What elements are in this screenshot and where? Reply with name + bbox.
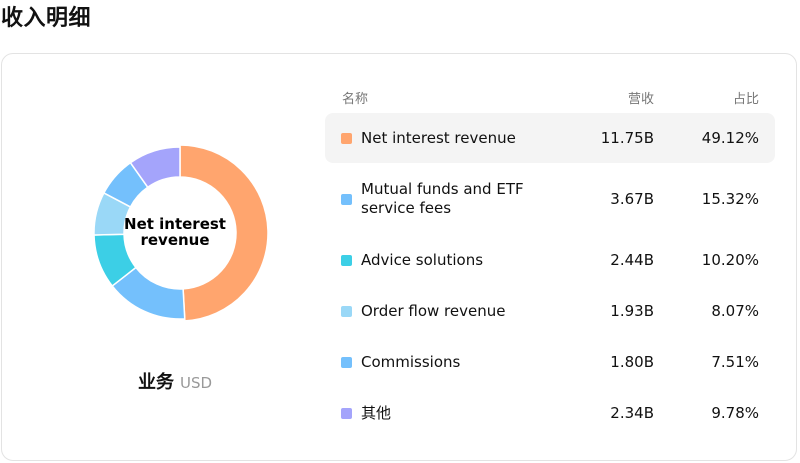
row-name: Order flow revenue	[361, 301, 506, 320]
header-share: 占比	[732, 92, 759, 107]
row-share: 8.07%	[711, 302, 759, 320]
caption-title: 业务	[137, 372, 174, 393]
row-name: Net interest revenue	[361, 128, 516, 147]
row-revenue: 2.34B	[610, 404, 654, 422]
row-revenue: 2.44B	[610, 251, 654, 269]
row-share: 49.12%	[701, 129, 759, 147]
table-row[interactable]: Advice solutions 2.44B 10.20%	[325, 235, 775, 285]
header-name: 名称	[342, 92, 369, 107]
row-share: 10.20%	[701, 251, 759, 269]
legend-swatch	[341, 194, 352, 205]
row-name: 其他	[361, 403, 392, 422]
table-row[interactable]: Commissions 1.80B 7.51%	[325, 337, 775, 387]
row-name: Commissions	[361, 352, 461, 371]
donut-slice-5[interactable]	[129, 146, 181, 189]
row-revenue: 11.75B	[600, 129, 654, 147]
row-share: 7.51%	[711, 353, 759, 371]
page-title: 收入明细	[1, 6, 92, 31]
row-name: Advice solutions	[361, 250, 484, 269]
legend-swatch	[341, 306, 352, 317]
donut-center-label: Net interest revenue	[124, 215, 226, 249]
legend-swatch	[341, 255, 352, 266]
revenue-donut-chart[interactable]	[90, 143, 270, 323]
legend-swatch	[341, 133, 352, 144]
table-row[interactable]: Mutual funds and ETF service fees 3.67B 15…	[325, 174, 775, 224]
row-revenue: 3.67B	[610, 190, 654, 208]
legend-swatch	[341, 357, 352, 368]
table-row[interactable]: Order flow revenue 1.93B 8.07%	[325, 286, 775, 336]
row-share: 9.78%	[711, 404, 759, 422]
row-name: Mutual funds and ETF service fees	[361, 180, 524, 217]
legend-swatch	[341, 408, 352, 419]
row-revenue: 1.93B	[610, 302, 654, 320]
row-share: 15.32%	[701, 190, 759, 208]
chart-caption: 业务 USD	[0, 368, 350, 394]
table-row[interactable]: Net interest revenue 11.75B 49.12%	[325, 113, 775, 163]
row-revenue: 1.80B	[610, 353, 654, 371]
table-row[interactable]: 其他 2.34B 9.78%	[325, 388, 775, 438]
donut-slice-0[interactable]	[179, 144, 269, 322]
caption-currency: USD	[179, 374, 213, 392]
header-revenue: 营收	[627, 92, 654, 107]
